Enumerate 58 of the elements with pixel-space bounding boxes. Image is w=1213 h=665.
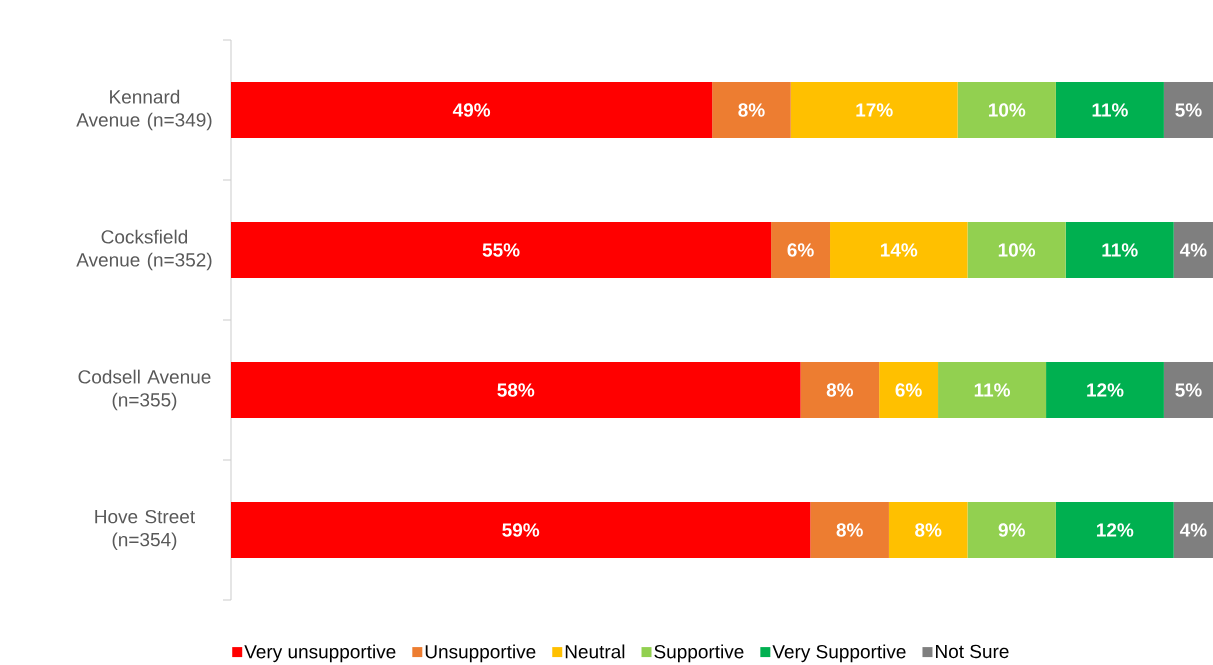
y-tick-label: Hove Street (n=354) (95, 509, 196, 551)
data-label: 10% (998, 243, 1036, 257)
data-label: 4% (1179, 523, 1207, 537)
data-label: 8% (826, 383, 854, 397)
data-label: 59% (502, 523, 540, 537)
data-label: 11% (1092, 103, 1128, 117)
data-label: 9% (998, 523, 1025, 537)
data-label: 12% (1096, 523, 1134, 537)
bar (810, 502, 889, 559)
legend-label: Very Supportive (772, 644, 906, 663)
y-tick-label: Codsell Avenue (n=355) (78, 369, 211, 411)
bar (1055, 502, 1174, 559)
data-label: 5% (1175, 383, 1202, 397)
data-label: 12% (1087, 383, 1124, 397)
bar (888, 502, 968, 559)
bar (790, 82, 958, 139)
bar (800, 362, 880, 419)
bar (957, 82, 1056, 139)
legend-label: Supportive (654, 644, 744, 663)
data-label: 8% (915, 523, 942, 537)
data-label: 5% (1175, 103, 1202, 117)
data-label: 49% (452, 103, 491, 117)
data-label: 6% (895, 383, 922, 397)
y-tick-label: Kennard Avenue (n=349) (76, 89, 212, 131)
data-label: 11% (1102, 243, 1138, 257)
bar (712, 82, 791, 139)
bar (967, 222, 1066, 279)
bar (1046, 362, 1164, 419)
data-label: 6% (787, 243, 814, 257)
bar (1163, 82, 1213, 139)
bar (830, 222, 968, 279)
legend-label: Very unsupportive (244, 644, 396, 663)
data-label: 58% (497, 383, 535, 397)
legend-label: Unsupportive (425, 644, 536, 663)
bar (231, 502, 811, 559)
bar (1173, 222, 1213, 279)
legend-label: Neutral (565, 644, 625, 659)
bar (1163, 362, 1213, 419)
data-label: 14% (880, 243, 918, 257)
bar (879, 362, 939, 419)
data-label: 8% (836, 523, 863, 537)
bar (231, 362, 801, 419)
legend-label: Not Sure (936, 644, 1009, 659)
bar (967, 502, 1056, 559)
data-label: 55% (482, 243, 520, 257)
bar (1065, 222, 1174, 279)
y-tick-label: Cocksfield Avenue (n=352) (76, 229, 212, 271)
bar (938, 362, 1047, 419)
data-label: 17% (856, 103, 893, 117)
bar (771, 222, 831, 279)
bar (1173, 502, 1213, 559)
data-label: 4% (1179, 243, 1207, 257)
bar (231, 82, 713, 139)
bar (1055, 82, 1164, 139)
data-label: 8% (738, 103, 765, 117)
data-label: 11% (974, 383, 1011, 397)
data-label: 10% (988, 103, 1026, 117)
bar (231, 222, 772, 279)
